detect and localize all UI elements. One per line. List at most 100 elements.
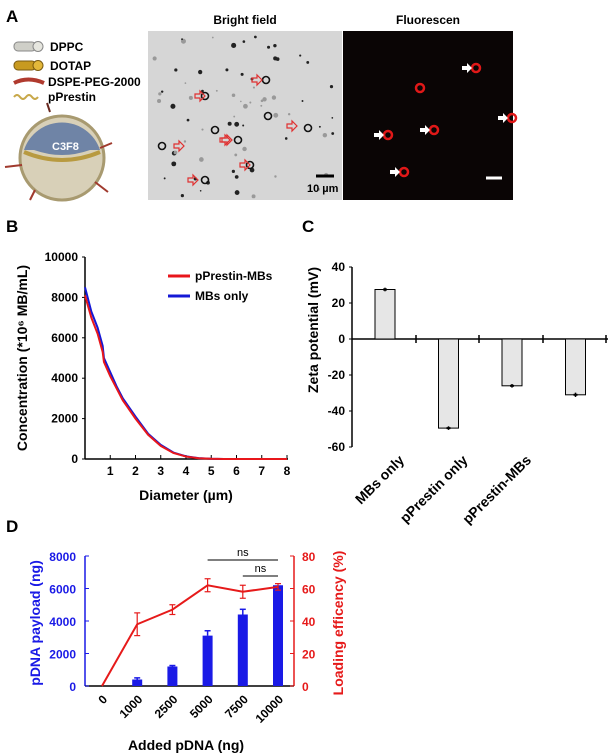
loading-efficiency-line xyxy=(101,584,279,687)
particle xyxy=(180,194,184,198)
particle xyxy=(201,89,204,93)
payload-bar xyxy=(132,679,143,686)
x-tick-label: 8 xyxy=(284,464,291,478)
fluorescence-title: Fluorescen xyxy=(396,13,460,27)
panel-label-c: C xyxy=(302,217,314,236)
particle xyxy=(163,177,166,180)
particle xyxy=(158,92,162,96)
particle xyxy=(331,132,335,135)
particle xyxy=(234,153,238,157)
payload-bar xyxy=(237,614,248,686)
y-tick-label: -60 xyxy=(328,440,346,454)
particle xyxy=(253,35,257,39)
category-label: MBs only xyxy=(352,452,407,507)
particle xyxy=(251,194,256,199)
particle xyxy=(233,115,236,118)
payload-bar xyxy=(273,585,283,686)
microbubble-illustration: C3F8 xyxy=(4,102,113,202)
left-y-tick-label: 4000 xyxy=(49,615,76,629)
microbubble xyxy=(233,135,243,145)
left-y-tick-label: 6000 xyxy=(49,583,76,597)
particle xyxy=(211,36,214,39)
bright-field-image xyxy=(148,31,342,200)
particle xyxy=(242,124,245,127)
y-tick-label: 0 xyxy=(71,452,78,466)
y-axis-label: Zeta potential (mV) xyxy=(305,267,321,393)
particle xyxy=(227,121,232,126)
particle xyxy=(199,157,204,162)
payload-bar xyxy=(167,666,178,686)
fluorescence-image xyxy=(343,31,518,200)
x-axis-label: Added pDNA (ng) xyxy=(128,737,244,753)
microbubble xyxy=(157,141,167,151)
microbubble xyxy=(210,125,220,135)
particle xyxy=(171,161,177,167)
particle xyxy=(284,137,288,140)
y-tick-label: 0 xyxy=(338,332,345,346)
particle xyxy=(174,68,178,72)
particle xyxy=(273,43,277,48)
payload-bar xyxy=(202,635,213,686)
particle xyxy=(215,89,218,92)
particle xyxy=(243,103,248,109)
particle xyxy=(184,82,187,85)
y-tick-label: 4000 xyxy=(51,371,78,385)
y-tick-label: -40 xyxy=(328,404,346,418)
particle xyxy=(186,118,190,122)
particle xyxy=(234,175,239,179)
red-arrow-icon xyxy=(286,119,298,133)
right-y-tick-label: 0 xyxy=(302,680,309,694)
particle xyxy=(329,85,334,89)
x-tick-label: 7500 xyxy=(222,692,251,721)
particle xyxy=(181,38,183,41)
x-tick-label: 1000 xyxy=(117,692,146,721)
x-tick-label: 5 xyxy=(208,464,215,478)
legend-label: MBs only xyxy=(195,289,249,303)
particle xyxy=(240,72,244,76)
panel-label-d: D xyxy=(6,517,18,536)
y-tick-label: -20 xyxy=(328,368,346,382)
red-arrow-icon xyxy=(187,173,199,187)
microbubble xyxy=(263,111,273,121)
significance-label: ns xyxy=(255,563,267,575)
particle xyxy=(231,42,237,49)
red-arrow-icon xyxy=(219,133,231,147)
right-y-tick-label: 80 xyxy=(302,550,316,564)
dspe-peg-icon xyxy=(13,77,45,85)
white-arrow-icon xyxy=(420,125,430,135)
significance-label: ns xyxy=(237,547,249,559)
particle xyxy=(331,117,334,119)
white-arrow-icon xyxy=(462,63,472,73)
particle xyxy=(322,132,328,138)
dotap-lipid-icon xyxy=(13,60,44,71)
panel-label-a: A xyxy=(6,7,18,26)
series-line-mbs-only xyxy=(84,287,287,460)
left-y-tick-label: 0 xyxy=(69,680,76,694)
particle xyxy=(274,175,277,178)
particle xyxy=(273,56,278,61)
particle xyxy=(199,189,202,192)
particle xyxy=(287,112,291,116)
legend-label: pPrestin-MBs xyxy=(195,269,273,283)
panel-a-legend: DPPC DOTAP DSPE-PEG-2000 pPrestin xyxy=(13,40,141,104)
legend-dotap: DOTAP xyxy=(50,59,91,73)
particle xyxy=(198,69,203,75)
chart-d-pdna-loading: 0 2000 4000 6000 8000 0 20 40 60 80 0 1000 2500 5000 7… xyxy=(27,547,346,753)
right-y-tick-label: 40 xyxy=(302,615,316,629)
left-y-tick-label: 2000 xyxy=(49,648,76,662)
bar xyxy=(438,338,459,429)
legend-pprestin: pPrestin xyxy=(48,90,96,104)
particle xyxy=(188,95,193,100)
microbubble xyxy=(245,160,255,170)
particle xyxy=(152,56,157,61)
x-tick-label: 1 xyxy=(107,464,114,478)
bar xyxy=(374,289,396,340)
pprestin-dna-icon xyxy=(13,94,39,100)
particle xyxy=(271,95,277,100)
particle xyxy=(301,100,304,102)
red-arrow-icon xyxy=(194,89,206,103)
x-tick-label: 10000 xyxy=(253,692,287,726)
particle xyxy=(260,104,263,107)
